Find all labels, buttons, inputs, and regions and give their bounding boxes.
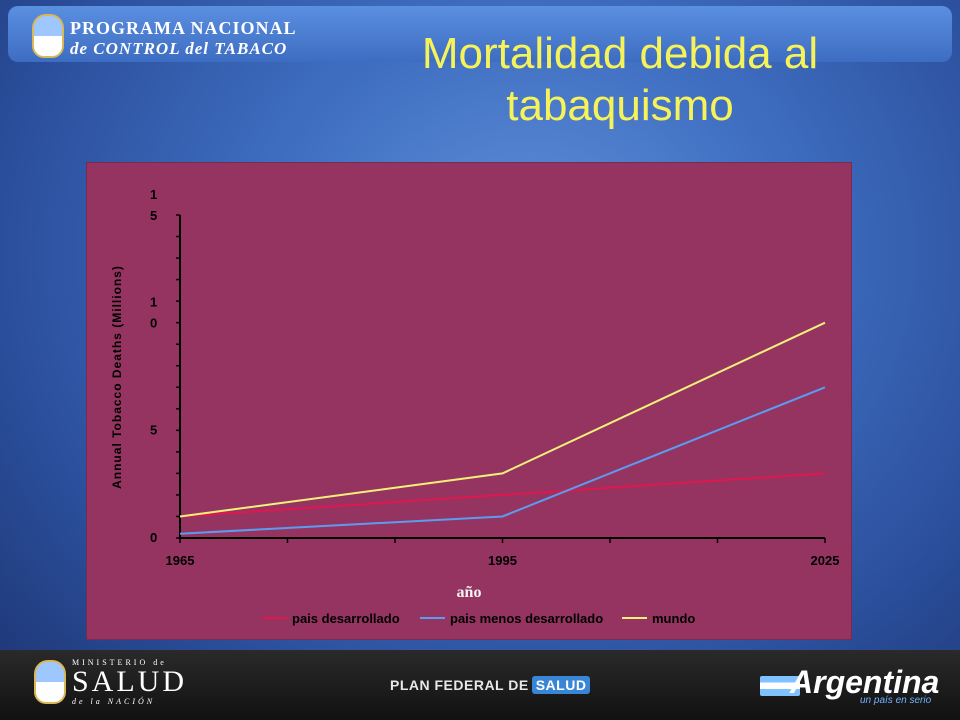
header-bar	[8, 6, 952, 62]
series-line	[179, 386, 826, 535]
x-tick-label: 1965	[166, 553, 195, 568]
coat-of-arms-icon	[32, 14, 64, 58]
logo-line2: de CONTROL del TABACO	[70, 39, 288, 58]
x-axis-title: año	[457, 584, 482, 601]
legend-label: pais desarrollado	[292, 611, 400, 626]
y-tick-label: 1	[150, 295, 157, 310]
y-tick-label: 1	[150, 187, 157, 202]
argentina-slogan: un país en serio	[860, 695, 932, 706]
argentina-flag-icon	[760, 676, 800, 696]
footer-coat-of-arms-icon	[34, 660, 66, 704]
legend-label: mundo	[652, 611, 695, 626]
ministerio-logo: MINISTERIO de SALUD de la NACIÓN	[72, 658, 187, 706]
y-axis-title: Annual Tobacco Deaths (Millions)	[110, 265, 124, 489]
slide-title: Mortalidad debida al tabaquismo	[421, 29, 819, 130]
plan-badge: SALUD	[531, 676, 591, 694]
nacion-label: de la NACIÓN	[72, 697, 156, 706]
series-line	[179, 321, 826, 518]
x-tick-label: 1995	[488, 553, 517, 568]
logo-line1: PROGRAMA NACIONAL	[70, 18, 297, 38]
salud-label: SALUD	[72, 665, 188, 698]
y-tick-label: 5	[150, 422, 157, 437]
program-logo: PROGRAMA NACIONAL de CONTROL del TABACO	[70, 18, 297, 59]
chart-panel: 0 5 1 0 1 5 1965 1995 2025 año Annual Tobacco Deat…	[86, 162, 852, 640]
legend-label: pais menos desarrollado	[450, 611, 603, 626]
y-tick-label: 5	[150, 208, 157, 223]
footer-bar	[0, 650, 960, 720]
argentina-logo: Argentina	[790, 664, 940, 700]
plan-federal-logo: PLAN FEDERAL DE SALUD	[390, 676, 591, 694]
y-tick-label: 0	[150, 530, 157, 545]
y-tick-label: 0	[150, 316, 157, 331]
ministerio-label: MINISTERIO de	[72, 658, 167, 667]
x-tick-label: 2025	[811, 553, 840, 568]
plan-label: PLAN FEDERAL DE	[390, 677, 529, 693]
series-line	[179, 472, 826, 518]
